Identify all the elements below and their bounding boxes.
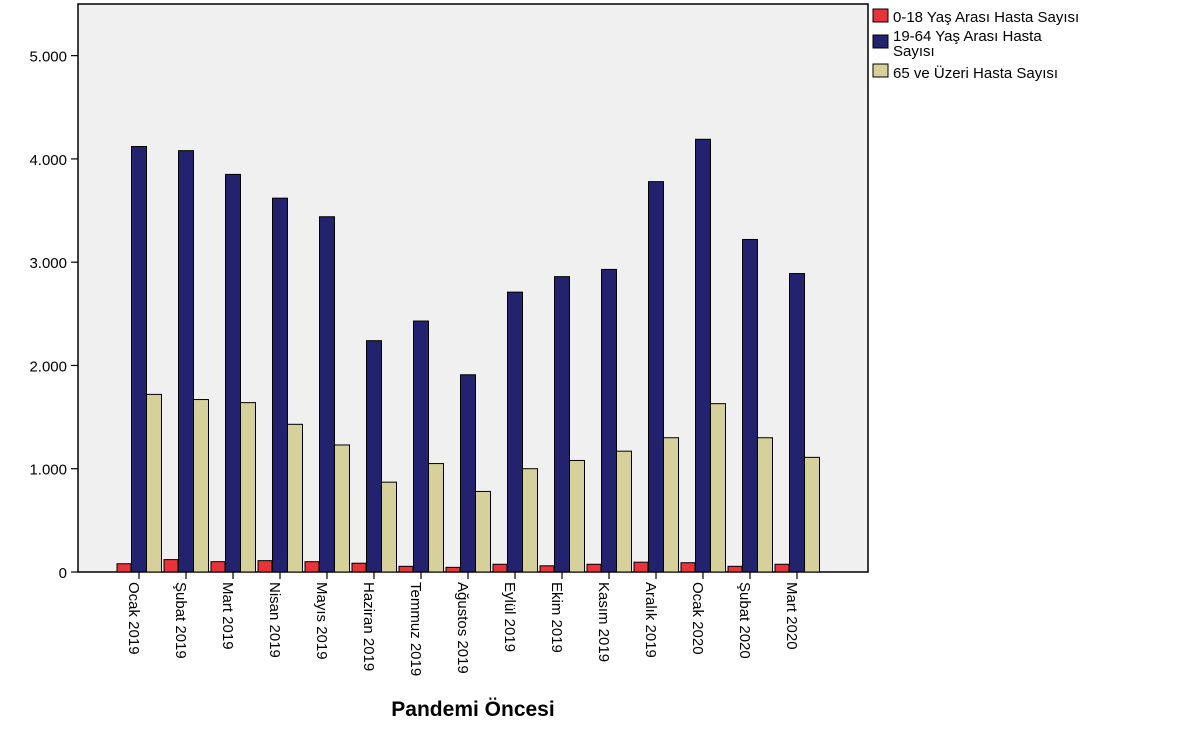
bar-series-1-2 [210, 561, 226, 573]
bar-series-2-4 [319, 216, 335, 573]
bar-series-1-7 [445, 566, 461, 573]
bar-series-2-10 [601, 268, 617, 573]
bar-series-3-14 [804, 456, 820, 573]
bar-series-2-12 [695, 138, 711, 573]
bar-series-2-8 [507, 291, 523, 573]
bar-series-1-4 [304, 561, 320, 573]
bar-series-3-6 [428, 463, 444, 573]
bar-series-1-8 [492, 563, 508, 573]
bar-series-1-0 [116, 563, 132, 573]
legend-swatch-1 [872, 8, 889, 23]
x-axis: Ocak 2019 Şubat 2019 Mart 2019 Nisan 2019 Ma… [125, 572, 800, 676]
bar-series-1-13 [727, 565, 743, 573]
bar-series-2-6 [413, 320, 429, 573]
x-axis-title: Pandemi Öncesi [391, 698, 554, 721]
bar-series-2-13 [742, 238, 758, 573]
bar-series-1-3 [257, 560, 273, 573]
x-tick-label: Ocak 2020 [689, 582, 706, 655]
x-tick-label: Aralık 2019 [642, 582, 659, 658]
x-tick-label: Ekim 2019 [548, 582, 565, 653]
bar-series-2-5 [366, 340, 382, 573]
bar-series-1-6 [398, 565, 414, 573]
bar-series-1-12 [680, 562, 696, 573]
bar-series-3-2 [240, 402, 256, 573]
bar-series-2-11 [648, 181, 664, 573]
x-tick-label: Ağustos 2019 [454, 582, 471, 674]
bars-group [116, 138, 820, 573]
bar-series-2-2 [225, 173, 241, 573]
x-tick-label: Eylül 2019 [501, 582, 518, 652]
bar-series-3-12 [710, 403, 726, 573]
y-tick-label: 4.000 [29, 152, 67, 169]
legend-swatch-3 [872, 63, 889, 78]
bar-series-3-0 [146, 393, 162, 573]
bar-series-3-3 [287, 423, 303, 573]
bar-series-3-4 [334, 444, 350, 573]
x-tick-label: Mart 2019 [219, 582, 236, 650]
bar-series-3-5 [381, 481, 397, 573]
bar-series-2-14 [789, 273, 805, 573]
legend-swatch-2 [872, 34, 889, 49]
y-tick-label: 3.000 [29, 255, 67, 272]
bar-series-3-11 [663, 437, 679, 573]
bar-series-3-7 [475, 490, 491, 573]
y-tick-label: 5.000 [29, 49, 67, 66]
bar-series-3-8 [522, 468, 538, 573]
x-tick-label: Haziran 2019 [360, 582, 377, 671]
bar-series-1-14 [774, 563, 790, 573]
bar-series-3-13 [757, 437, 773, 573]
bar-series-2-7 [460, 374, 476, 573]
legend: 0-18 Yaş Arası Hasta Sayısı 19-64 Yaş Ara… [872, 8, 1079, 82]
legend-label-2: 19-64 Yaş Arası Hasta Sayısı [893, 28, 1042, 60]
y-tick-label: 1.000 [29, 462, 67, 479]
legend-label-1: 0-18 Yaş Arası Hasta Sayısı [893, 9, 1079, 26]
bar-series-2-9 [554, 276, 570, 573]
x-tick-label: Şubat 2020 [736, 582, 753, 659]
bar-series-3-10 [616, 450, 632, 573]
bar-series-3-1 [193, 399, 209, 573]
y-tick-label: 0 [59, 565, 67, 582]
y-tick-label: 2.000 [29, 358, 67, 375]
x-tick-label: Mart 2020 [783, 582, 800, 650]
x-tick-label: Mayıs 2019 [313, 582, 330, 660]
x-tick-label: Temmuz 2019 [407, 582, 424, 676]
legend-label-3: 65 ve Üzeri Hasta Sayısı [893, 64, 1058, 82]
x-tick-label: Ocak 2019 [125, 582, 142, 655]
x-tick-label: Şubat 2019 [172, 582, 189, 659]
bar-series-2-3 [272, 197, 288, 573]
y-axis: 0 1.000 2.000 3.000 4.000 5.000 [29, 49, 78, 582]
bar-series-1-10 [586, 563, 602, 573]
bar-series-3-9 [569, 459, 585, 573]
bar-series-2-0 [131, 146, 147, 573]
bar-series-1-9 [539, 565, 555, 573]
bar-series-1-11 [633, 561, 649, 573]
x-tick-label: Nisan 2019 [266, 582, 283, 658]
bar-series-1-5 [351, 562, 367, 573]
bar-series-2-1 [178, 150, 194, 573]
x-tick-label: Kasım 2019 [595, 582, 612, 662]
bar-series-1-1 [163, 559, 179, 573]
